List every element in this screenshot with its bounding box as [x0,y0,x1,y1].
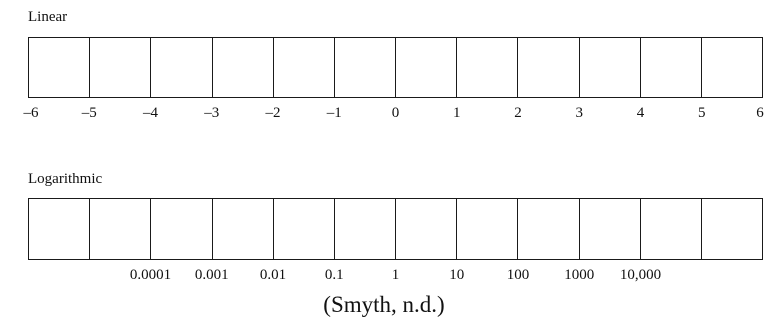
linear-tick-label: –4 [143,105,158,121]
logarithmic-scale-cell [274,199,335,259]
logarithmic-scale-cell [151,199,213,259]
logarithmic-tick-label: 10,000 [619,267,662,283]
logarithmic-tick-labels: 0.0001 0.001 0.01 0.1 1 10 100 1000 10,000 [0,266,768,286]
linear-scale-cell [457,38,519,97]
logarithmic-scale-cell [702,199,764,259]
linear-scale-cell [335,38,397,97]
citation: (Smyth, n.d.) [323,292,445,317]
linear-scale-cell [580,38,641,97]
logarithmic-tick-label: 10 [449,267,465,283]
logarithmic-tick-label: 1000 [564,267,595,283]
linear-scale-title: Linear [28,9,68,25]
linear-scale-cell [90,38,152,97]
logarithmic-scale-title: Logarithmic [28,171,103,187]
linear-scale-strip [28,37,764,98]
linear-scale-cell [151,38,213,97]
logarithmic-tick-label: 0.01 [259,267,287,283]
logarithmic-tick-label: 0.1 [324,267,344,283]
logarithmic-tick-label: 100 [506,267,530,283]
logarithmic-tick-label: 0.001 [194,267,229,283]
logarithmic-scale-cell [335,199,397,259]
logarithmic-scale-cell [518,199,580,259]
logarithmic-scale-cell [90,199,152,259]
linear-scale-cell [274,38,335,97]
logarithmic-tick-label: 1 [391,267,400,283]
linear-scale-cell [518,38,580,97]
linear-tick-label: –1 [326,105,342,121]
linear-tick-label: 0 [391,105,400,121]
logarithmic-scale-cell [29,199,91,259]
linear-scale-cell [396,38,458,97]
logarithmic-tick-label: 0.0001 [129,267,172,283]
logarithmic-scale-cell [457,199,519,259]
linear-tick-label: –6 [23,105,39,121]
linear-tick-label: –2 [265,105,281,121]
linear-tick-label: 6 [756,105,764,121]
linear-tick-label: –3 [204,105,220,121]
linear-scale-cell [213,38,274,97]
linear-tick-label: 5 [698,105,706,121]
logarithmic-scale-cell [641,199,702,259]
linear-scale-cell [641,38,702,97]
logarithmic-scale-cell [580,199,641,259]
linear-scale-cell [29,38,91,97]
linear-tick-label: 3 [575,105,584,121]
linear-scale-cell [702,38,764,97]
linear-tick-label: 2 [514,105,522,121]
linear-tick-label: –5 [81,105,97,121]
linear-tick-labels: –6 –5 –4 –3 –2 –1 0 1 2 3 4 5 6 [0,104,768,124]
logarithmic-scale-cell [396,199,458,259]
linear-tick-label: 4 [636,105,645,121]
logarithmic-scale-cell [213,199,274,259]
logarithmic-scale-strip [28,198,764,260]
linear-tick-label: 1 [453,105,461,121]
